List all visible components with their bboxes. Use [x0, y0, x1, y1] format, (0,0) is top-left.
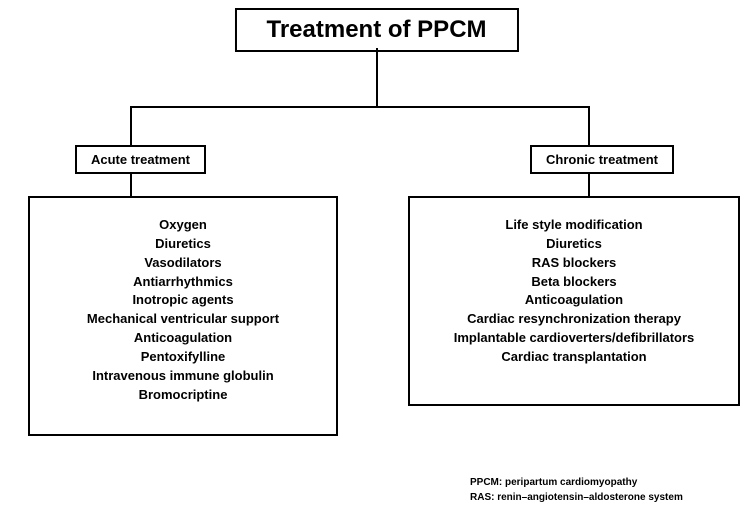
- acute-items-box: OxygenDiureticsVasodilatorsAntiarrhythmi…: [28, 196, 338, 436]
- list-item: Bromocriptine: [40, 386, 326, 405]
- list-item: Inotropic agents: [40, 291, 326, 310]
- chronic-label: Chronic treatment: [530, 145, 674, 174]
- list-item: Vasodilators: [40, 254, 326, 273]
- list-item: Life style modification: [420, 216, 728, 235]
- list-item: Antiarrhythmics: [40, 273, 326, 292]
- list-item: Anticoagulation: [40, 329, 326, 348]
- legend: PPCM: peripartum cardiomyopathyRAS: reni…: [470, 475, 683, 505]
- legend-line: RAS: renin–angiotensin–aldosterone syste…: [470, 490, 683, 505]
- list-item: Cardiac resynchronization therapy: [420, 310, 728, 329]
- list-item: Beta blockers: [420, 273, 728, 292]
- list-item: Cardiac transplantation: [420, 348, 728, 367]
- connector-hbar: [130, 106, 590, 108]
- list-item: Intravenous immune globulin: [40, 367, 326, 386]
- legend-line: PPCM: peripartum cardiomyopathy: [470, 475, 683, 490]
- list-item: Diuretics: [420, 235, 728, 254]
- list-item: Diuretics: [40, 235, 326, 254]
- list-item: Mechanical ventricular support: [40, 310, 326, 329]
- list-item: Oxygen: [40, 216, 326, 235]
- connector-stem: [376, 48, 378, 106]
- list-item: Pentoxifylline: [40, 348, 326, 367]
- acute-label: Acute treatment: [75, 145, 206, 174]
- list-item: Implantable cardioverters/defibrillators: [420, 329, 728, 348]
- list-item: RAS blockers: [420, 254, 728, 273]
- connector-left-down: [130, 106, 132, 146]
- diagram-title: Treatment of PPCM: [234, 8, 518, 52]
- list-item: Anticoagulation: [420, 291, 728, 310]
- connector-right-down: [588, 106, 590, 146]
- chronic-items-box: Life style modificationDiureticsRAS bloc…: [408, 196, 740, 406]
